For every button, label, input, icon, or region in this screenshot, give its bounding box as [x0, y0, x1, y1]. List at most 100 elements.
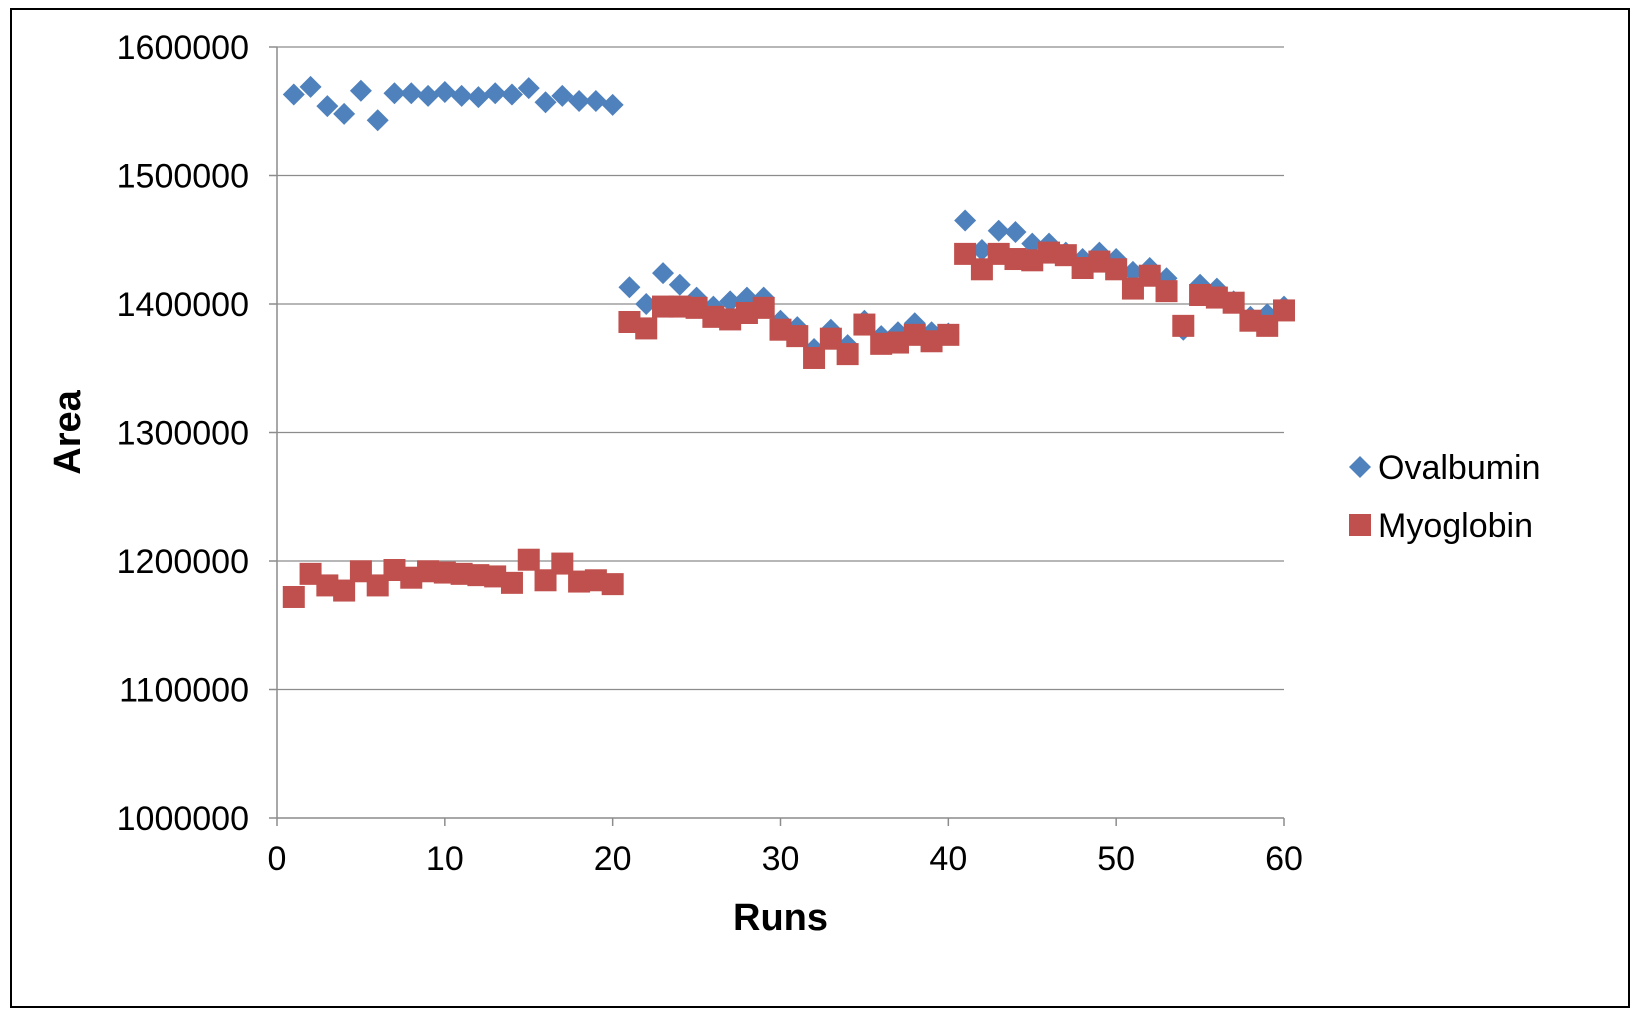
- ovalbumin-point: [282, 83, 305, 106]
- myoglobin-point: [853, 313, 876, 336]
- ovalbumin-point: [719, 290, 742, 313]
- x-axis-title: Runs: [733, 897, 828, 939]
- legend-marker-ovalbumin: [1349, 456, 1371, 478]
- myoglobin-point: [618, 310, 641, 333]
- chart-frame: 1000000 1100000 1200000 1300000 1400000 15000…: [10, 8, 1630, 1008]
- ovalbumin-point: [1021, 232, 1044, 255]
- myoglobin-point: [1273, 299, 1295, 322]
- ovalbumin-point: [517, 77, 540, 100]
- myoglobin-point: [333, 579, 356, 602]
- x-tick-label: 10: [426, 840, 464, 878]
- myoglobin-point: [366, 574, 389, 597]
- ovalbumin-point: [316, 95, 339, 118]
- ovalbumin-point: [601, 93, 624, 116]
- ovalbumin-point: [652, 262, 675, 285]
- myoglobin-point: [299, 562, 322, 585]
- myoglobin-point: [500, 571, 523, 594]
- ovalbumin-point: [1004, 221, 1027, 244]
- myoglobin-point: [584, 569, 607, 592]
- myoglobin-point: [652, 295, 675, 318]
- myoglobin-point: [752, 296, 775, 319]
- ovalbumin-point: [450, 84, 473, 107]
- ovalbumin-point: [551, 84, 574, 107]
- myoglobin-point: [920, 330, 943, 353]
- myoglobin-point: [551, 552, 574, 575]
- gridlines: [277, 46, 1284, 691]
- myoglobin-point: [450, 562, 473, 585]
- x-tick-label: 60: [1265, 840, 1303, 878]
- myoglobin-point: [484, 565, 507, 588]
- myoglobin-point: [433, 561, 456, 584]
- ovalbumin-point: [417, 84, 440, 107]
- x-tick-label: 0: [268, 840, 287, 878]
- ovalbumin-point: [635, 293, 658, 315]
- myoglobin-point: [769, 318, 792, 341]
- ovalbumin-point: [383, 82, 406, 105]
- series-ovalbumin: [282, 75, 1295, 360]
- ovalbumin-point: [668, 273, 691, 296]
- ovalbumin-point: [433, 80, 456, 103]
- ovalbumin-point: [349, 79, 372, 102]
- x-tick-label: 30: [762, 840, 800, 878]
- ovalbumin-point: [534, 91, 557, 114]
- myoglobin-point: [601, 573, 624, 596]
- legend: Ovalbumin Myoglobin: [1349, 449, 1541, 545]
- ovalbumin-point: [954, 209, 977, 232]
- y-tick-label: 1500000: [117, 158, 249, 196]
- myoglobin-point: [819, 327, 842, 350]
- x-tick-label: 20: [594, 840, 632, 878]
- myoglobin-point: [349, 560, 372, 583]
- myoglobin-point: [719, 308, 742, 331]
- axes: [269, 46, 1285, 826]
- ovalbumin-point: [970, 239, 993, 262]
- myoglobin-point: [937, 323, 960, 346]
- y-tick-label: 1100000: [119, 672, 249, 710]
- myoglobin-point: [467, 564, 490, 587]
- myoglobin-point: [1138, 264, 1161, 287]
- y-tick-label: 1400000: [117, 286, 249, 324]
- ovalbumin-point: [400, 82, 423, 105]
- myoglobin-point: [568, 570, 591, 593]
- myoglobin-point: [1004, 248, 1027, 271]
- myoglobin-point: [987, 242, 1010, 265]
- myoglobin-point: [954, 242, 977, 265]
- myoglobin-point: [534, 569, 557, 592]
- myoglobin-point: [316, 574, 339, 597]
- myoglobin-point: [1121, 277, 1144, 300]
- myoglobin-point: [886, 331, 909, 354]
- myoglobin-point: [383, 558, 406, 581]
- ovalbumin-point: [299, 75, 322, 98]
- ovalbumin-point: [467, 86, 490, 109]
- legend-label-ovalbumin: Ovalbumin: [1378, 449, 1541, 487]
- myoglobin-point: [1021, 249, 1044, 272]
- legend-label-myoglobin: Myoglobin: [1378, 507, 1533, 545]
- myoglobin-point: [1054, 244, 1077, 267]
- y-tick-label: 1000000: [117, 800, 249, 838]
- ovalbumin-point: [500, 83, 523, 106]
- y-axis-title: Area: [47, 389, 89, 474]
- ovalbumin-point: [584, 89, 607, 112]
- myoglobin-point: [1038, 241, 1061, 264]
- myoglobin-point: [685, 296, 708, 319]
- x-tick-label: 40: [929, 840, 967, 878]
- myoglobin-point: [870, 332, 893, 355]
- myoglobin-point: [702, 305, 725, 328]
- myoglobin-point: [1088, 250, 1111, 273]
- myoglobin-point: [1071, 257, 1094, 280]
- ovalbumin-point: [1121, 260, 1144, 283]
- myoglobin-point: [1105, 258, 1128, 281]
- y-tick-label: 1600000: [117, 29, 249, 67]
- myoglobin-point: [400, 566, 423, 589]
- myoglobin-point: [1172, 314, 1195, 337]
- ovalbumin-point: [484, 82, 507, 105]
- myoglobin-point: [970, 258, 993, 281]
- x-tick-label: 50: [1097, 840, 1135, 878]
- ovalbumin-point: [568, 89, 591, 112]
- x-tick-labels: 0 10 20 30 40 50 60: [268, 840, 1303, 878]
- myoglobin-point: [903, 323, 926, 346]
- myoglobin-point: [786, 325, 809, 348]
- myoglobin-point: [1256, 314, 1279, 337]
- myoglobin-point: [1189, 284, 1212, 307]
- series-myoglobin: [282, 241, 1295, 608]
- myoglobin-point: [668, 295, 691, 318]
